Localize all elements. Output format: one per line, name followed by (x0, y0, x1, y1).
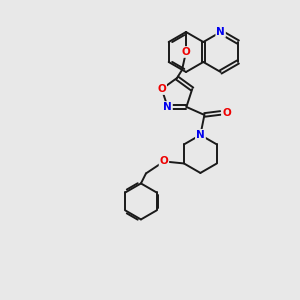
Text: O: O (160, 156, 168, 167)
Text: N: N (216, 27, 225, 37)
Text: O: O (182, 47, 190, 57)
Text: N: N (196, 130, 205, 140)
Text: N: N (196, 130, 205, 140)
Text: O: O (158, 84, 166, 94)
Text: N: N (163, 102, 172, 112)
Text: O: O (222, 108, 231, 118)
